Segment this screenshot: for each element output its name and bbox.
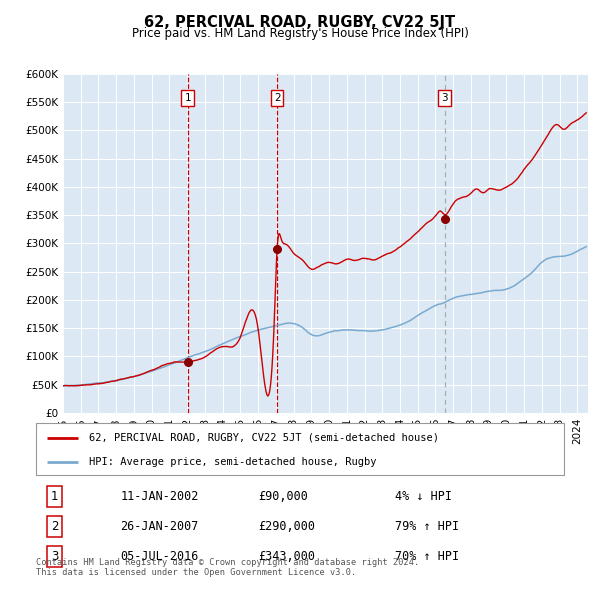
- Text: 1: 1: [184, 93, 191, 103]
- Text: £90,000: £90,000: [258, 490, 308, 503]
- Text: Contains HM Land Registry data © Crown copyright and database right 2024.
This d: Contains HM Land Registry data © Crown c…: [36, 558, 419, 577]
- Text: 26-JAN-2007: 26-JAN-2007: [121, 520, 199, 533]
- Text: 2: 2: [51, 520, 58, 533]
- Text: 70% ↑ HPI: 70% ↑ HPI: [395, 550, 459, 563]
- Text: £290,000: £290,000: [258, 520, 315, 533]
- Text: 4% ↓ HPI: 4% ↓ HPI: [395, 490, 452, 503]
- Text: 11-JAN-2002: 11-JAN-2002: [121, 490, 199, 503]
- Text: Price paid vs. HM Land Registry's House Price Index (HPI): Price paid vs. HM Land Registry's House …: [131, 27, 469, 40]
- FancyBboxPatch shape: [36, 423, 564, 475]
- Text: 05-JUL-2016: 05-JUL-2016: [121, 550, 199, 563]
- Text: 2: 2: [274, 93, 280, 103]
- Text: 62, PERCIVAL ROAD, RUGBY, CV22 5JT (semi-detached house): 62, PERCIVAL ROAD, RUGBY, CV22 5JT (semi…: [89, 432, 439, 442]
- Text: 1: 1: [51, 490, 58, 503]
- Text: £343,000: £343,000: [258, 550, 315, 563]
- Text: 3: 3: [51, 550, 58, 563]
- Text: 62, PERCIVAL ROAD, RUGBY, CV22 5JT: 62, PERCIVAL ROAD, RUGBY, CV22 5JT: [145, 15, 455, 30]
- Text: 3: 3: [441, 93, 448, 103]
- Text: HPI: Average price, semi-detached house, Rugby: HPI: Average price, semi-detached house,…: [89, 457, 376, 467]
- Text: 79% ↑ HPI: 79% ↑ HPI: [395, 520, 459, 533]
